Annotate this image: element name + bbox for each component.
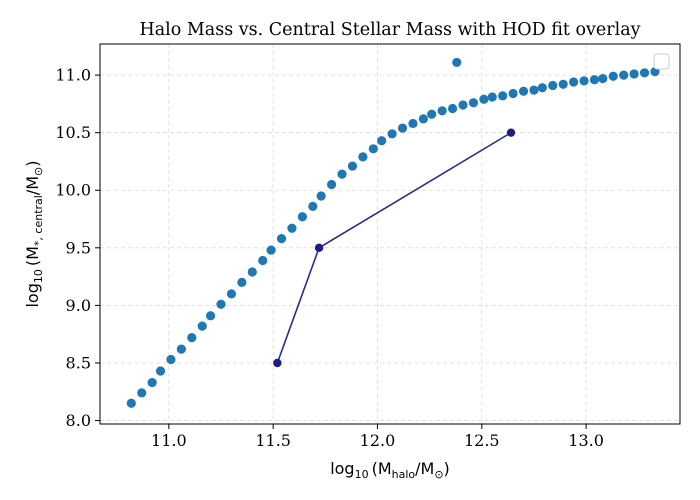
scatter-point [598,73,608,84]
y-tick-label: 9.0 [66,296,91,315]
halo-scatter-series [126,57,660,408]
scatter-point [258,255,268,266]
scatter-point [247,267,257,277]
scatter-point [619,70,629,80]
scatter-point [368,144,378,154]
scatter-point [579,76,589,86]
hod-fit-point [314,243,324,253]
scatter-point [508,88,518,99]
scatter-point [487,92,497,102]
scatter-point [529,85,539,95]
scatter-point [266,245,276,255]
scatter-point [377,136,387,146]
scatter-point [537,83,547,93]
hod-fit-markers [273,128,516,368]
scatter-point [126,398,136,408]
x-tick-label: 13.0 [568,431,604,450]
scatter-point [518,86,529,96]
y-tick-label: 11.0 [55,66,91,85]
scatter-point [629,69,639,79]
chart-title: Halo Mass vs. Central Stellar Mass with … [139,20,640,40]
scatter-point [205,311,216,321]
scatter-point [326,179,337,190]
scatter-point [297,212,307,222]
scatter-point [166,354,176,365]
scatter-point [316,191,326,201]
scatter-point [276,234,287,244]
scatter-point [197,321,207,331]
y-axis-label: log10(M*, central/M⊙) [23,160,45,307]
scatter-point [155,366,166,376]
scatter-point [479,94,489,104]
grid-lines [100,44,680,424]
scatter-point [468,98,479,108]
scatter-point [458,100,468,110]
scatter-point [216,299,226,309]
x-axis-label: log10 (Mhalo/M⊙) [330,459,450,481]
hod-fit-point [506,128,516,137]
scatter-point [397,123,408,133]
scatter-point [137,388,147,398]
scatter-point [608,71,618,81]
scatter-point [287,223,297,233]
y-axis-ticks: 8.0 8.5 9.0 9.5 10.0 10.5 11.0 [55,66,100,430]
scatter-point [387,129,397,139]
scatter-point [358,152,368,162]
y-tick-label: 8.0 [66,411,91,430]
scatter-point [427,109,437,119]
scatter-point [447,103,458,114]
x-axis-ticks: 11.0 11.5 12.0 12.5 13.0 [151,424,604,450]
plot-frame [99,43,681,425]
scatter-point [337,169,347,179]
x-tick-label: 12.5 [464,431,500,450]
scatter-point [308,201,318,211]
scatter-point [498,91,508,101]
scatter-point [187,333,197,343]
scatter-point [452,57,462,68]
x-tick-label: 11.5 [255,431,291,450]
x-tick-label: 12.0 [360,431,396,450]
scatter-point [437,106,447,116]
y-tick-label: 9.5 [66,238,91,257]
scatter-point [237,277,247,287]
scatter-point [589,75,600,85]
scatter-point [568,77,579,87]
y-tick-label: 10.5 [55,123,91,142]
scatter-point [639,68,650,78]
scatter-point [408,118,418,129]
scatter-point [548,80,558,91]
scatter-point [147,377,157,388]
scatter-point [226,289,237,299]
y-tick-label: 8.5 [66,353,91,372]
scatter-point [176,344,186,354]
y-tick-label: 10.0 [55,181,91,200]
x-tick-label: 11.0 [151,431,187,450]
scatter-point [418,114,428,124]
scatter-point [347,161,358,171]
hod-fit-point [273,358,282,368]
legend-box [653,53,670,70]
scatter-point [558,79,568,89]
